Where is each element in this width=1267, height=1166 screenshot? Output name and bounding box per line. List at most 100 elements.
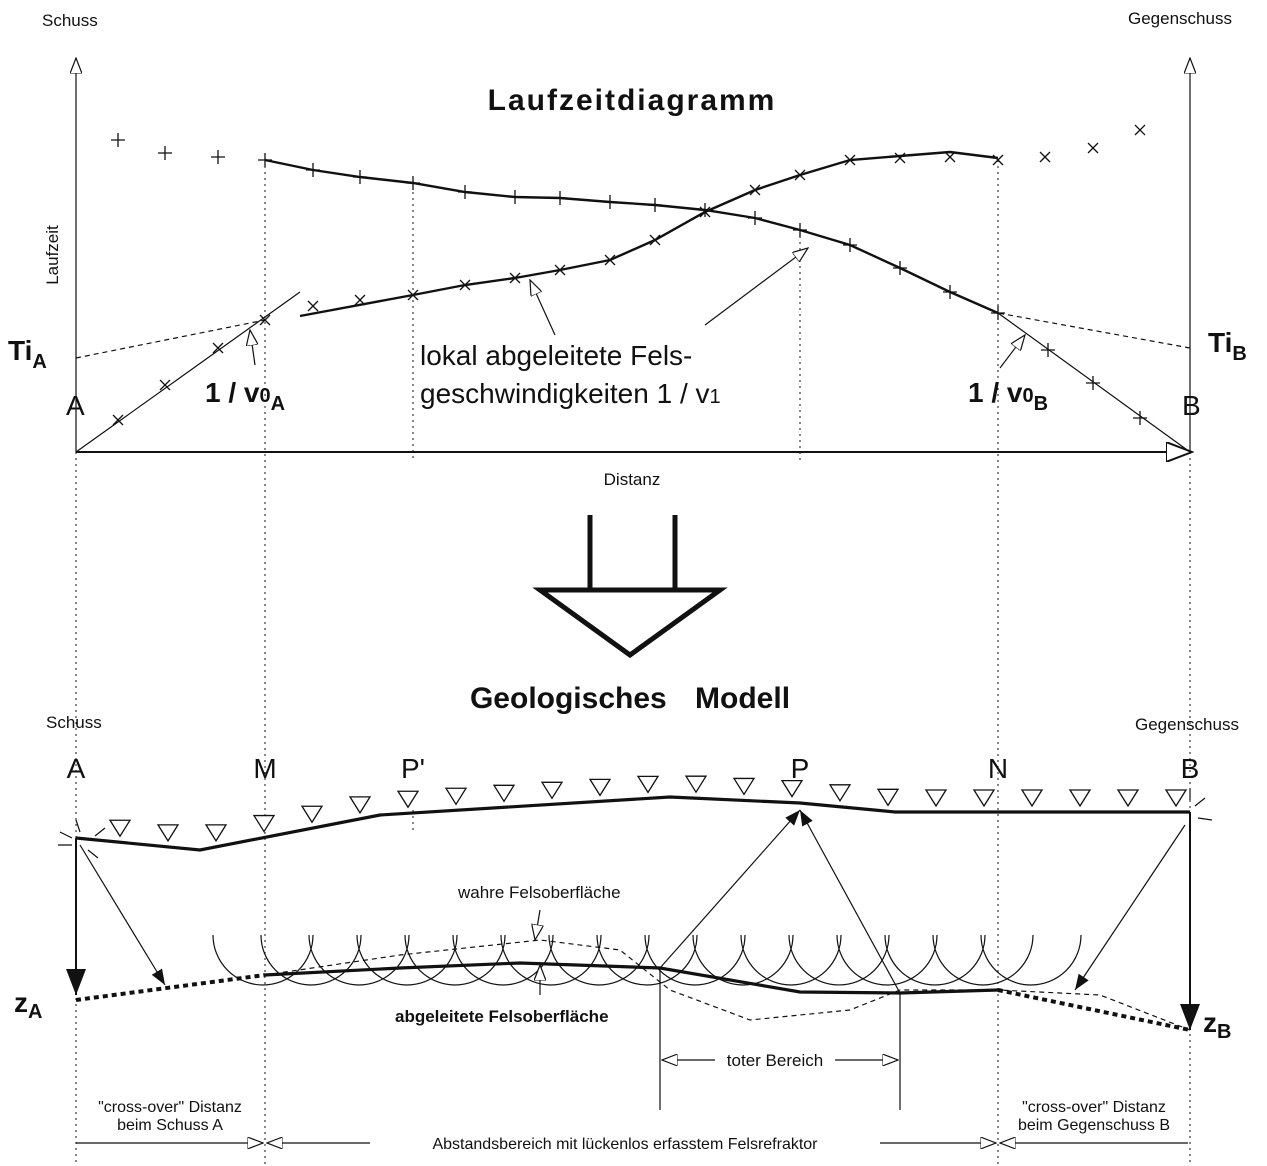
plus-marker xyxy=(553,191,567,205)
point-label: P xyxy=(791,753,810,784)
water-table-marker xyxy=(974,790,994,806)
point-a: A xyxy=(66,390,85,421)
water-table-marker xyxy=(1070,790,1090,806)
plus-marker xyxy=(648,198,662,212)
plus-marker xyxy=(353,170,367,184)
subscript: A xyxy=(28,1001,42,1023)
symbol: Ti xyxy=(1208,327,1232,358)
plus-marker xyxy=(406,176,420,190)
true-surface: wahre Felsoberfläche xyxy=(457,883,621,902)
water-table-marker xyxy=(350,797,370,813)
wavefront-arc xyxy=(741,935,841,985)
water-table-marker xyxy=(686,776,706,792)
subscript: B xyxy=(1232,343,1246,365)
x-axis-label: Distanz xyxy=(604,470,661,489)
water-table-marker xyxy=(878,789,898,805)
wavefront-arc xyxy=(453,935,553,985)
point-label: A xyxy=(67,753,86,784)
water-table-marker xyxy=(494,785,514,801)
water-table-marker xyxy=(734,778,754,794)
water-table-marker xyxy=(638,776,658,792)
cross-marker xyxy=(308,301,318,311)
symbol: z xyxy=(14,987,28,1018)
model-title: Geologisches Modell xyxy=(470,682,790,715)
plus-marker xyxy=(893,261,907,275)
water-table-marker xyxy=(110,820,130,836)
water-table-marker xyxy=(398,791,418,807)
plus-marker xyxy=(211,150,225,164)
cross-marker xyxy=(945,152,955,162)
crossover-a-1: "cross-over" Distanz xyxy=(98,1099,242,1116)
wavefront-arc xyxy=(357,935,457,985)
water-table-marker xyxy=(302,806,322,822)
water-table-marker xyxy=(254,816,274,832)
wavefront-arc xyxy=(885,935,985,985)
index: 1 xyxy=(710,386,721,408)
plus-marker xyxy=(843,238,857,252)
plus-marker xyxy=(793,223,807,237)
point-label: N xyxy=(988,753,1008,784)
index: 0 xyxy=(1022,385,1033,407)
plus-marker xyxy=(258,153,272,167)
plus-marker xyxy=(1133,411,1147,425)
cross-marker xyxy=(895,153,905,163)
depth-a: zA xyxy=(14,987,42,1023)
model-counter-shot-label: Gegenschuss xyxy=(1135,715,1239,734)
point-label: M xyxy=(253,753,276,784)
plus-marker xyxy=(111,133,125,147)
layout xyxy=(58,58,1212,1166)
plus-marker xyxy=(943,285,957,299)
wavefront-arc xyxy=(213,935,313,985)
y-axis-label: Laufzeit xyxy=(43,225,62,285)
water-table-marker xyxy=(1022,790,1042,806)
slope-a: 1 / v0A xyxy=(205,377,285,415)
plus-marker xyxy=(306,163,320,177)
intercept-b: TiB xyxy=(1208,327,1247,365)
cross-marker xyxy=(1040,152,1050,162)
water-table-marker xyxy=(206,825,226,841)
crossover-b-1: "cross-over" Distanz xyxy=(1022,1099,1166,1116)
wavefront-arc xyxy=(789,935,889,985)
water-table-marker xyxy=(1166,790,1186,806)
water-table-marker xyxy=(590,779,610,795)
text: geschwindigkeiten 1 / v xyxy=(420,378,710,409)
plus-marker xyxy=(458,185,472,199)
water-table-marker xyxy=(158,825,178,841)
cross-marker xyxy=(993,155,1003,165)
subscript: A xyxy=(32,351,46,373)
plus-marker xyxy=(748,211,762,225)
plus-marker xyxy=(991,306,1005,320)
depth-b: zB xyxy=(1203,1007,1231,1043)
range: Abstandsbereich mit lückenlos erfasstem … xyxy=(432,1136,818,1153)
shot-label: Schuss xyxy=(42,11,98,30)
intercept-a: TiA xyxy=(8,335,47,373)
slope-b: 1 / v0B xyxy=(968,377,1048,415)
diagram: Schuss Gegenschuss Laufzeitdiagramm Lauf… xyxy=(0,0,1267,1166)
wavefront-arc xyxy=(405,935,505,985)
wavefront-arc xyxy=(933,935,1033,985)
crossover-a-2: beim Schuss A xyxy=(117,1117,223,1134)
symbol: Ti xyxy=(8,335,32,366)
counter-shot-label: Gegenschuss xyxy=(1128,9,1232,28)
cross-marker xyxy=(355,295,365,305)
model-shot-label: Schuss xyxy=(46,713,102,732)
annotation-line-2: geschwindigkeiten 1 / v1 xyxy=(420,378,721,409)
plus-marker xyxy=(508,190,522,204)
crossover-b-2: beim Gegenschuss B xyxy=(1018,1117,1170,1134)
symbol: 1 / v xyxy=(968,377,1023,408)
subscript: A xyxy=(271,393,285,415)
point-b: B xyxy=(1182,390,1201,421)
water-table-marker xyxy=(446,788,466,804)
point-label: P' xyxy=(401,753,425,784)
water-table-marker xyxy=(1118,790,1138,806)
subscript: B xyxy=(1034,393,1048,415)
cross-marker xyxy=(650,235,660,245)
wavefront-arc xyxy=(309,935,409,985)
water-table-marker xyxy=(926,790,946,806)
wavefront-arc xyxy=(261,935,361,985)
title: Laufzeitdiagramm xyxy=(488,84,777,117)
cross-marker xyxy=(1088,143,1098,153)
cross-marker xyxy=(1135,125,1145,135)
water-table-marker xyxy=(542,782,562,798)
point-label: B xyxy=(1181,753,1200,784)
